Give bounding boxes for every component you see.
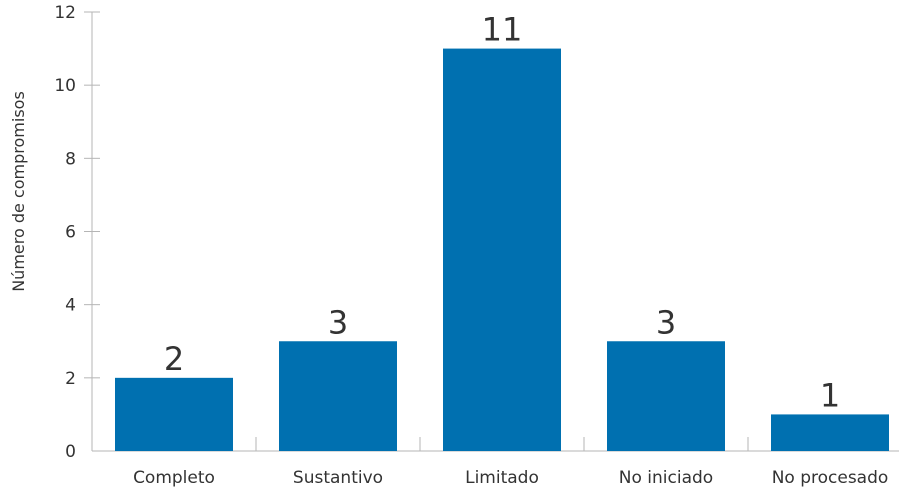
x-tick-label: Limitado	[465, 468, 539, 488]
y-tick-label: 2	[65, 369, 76, 389]
x-tick-label: Completo	[133, 468, 215, 488]
y-axis: 0 2 4 6 8 10 12	[54, 3, 100, 462]
y-tick-label: 10	[54, 76, 76, 96]
y-tick-label: 12	[54, 3, 76, 23]
x-tick-label: No iniciado	[619, 468, 713, 488]
y-tick-label: 8	[65, 149, 76, 169]
bar	[115, 377, 233, 451]
y-tick-label: 4	[65, 296, 76, 316]
y-tick-label: 0	[65, 442, 76, 462]
bar-value-label: 11	[482, 11, 523, 49]
y-axis-title: Número de compromisos	[9, 91, 28, 292]
value-labels: 2 3 11 3 1	[164, 11, 840, 415]
bar-value-label: 3	[656, 303, 676, 341]
bar-value-label: 1	[820, 376, 840, 414]
x-axis: Completo Sustantivo Limitado No iniciado No …	[92, 437, 899, 488]
x-tick-label: Sustantivo	[293, 468, 383, 488]
bar-value-label: 2	[164, 340, 184, 378]
bars	[115, 48, 889, 451]
bar-value-label: 3	[328, 303, 348, 341]
y-tick-label: 6	[65, 223, 76, 243]
bar	[607, 341, 725, 451]
x-tick-label: No procesado	[772, 468, 889, 488]
bar	[443, 48, 561, 451]
bar	[771, 414, 889, 451]
bar	[279, 341, 397, 451]
